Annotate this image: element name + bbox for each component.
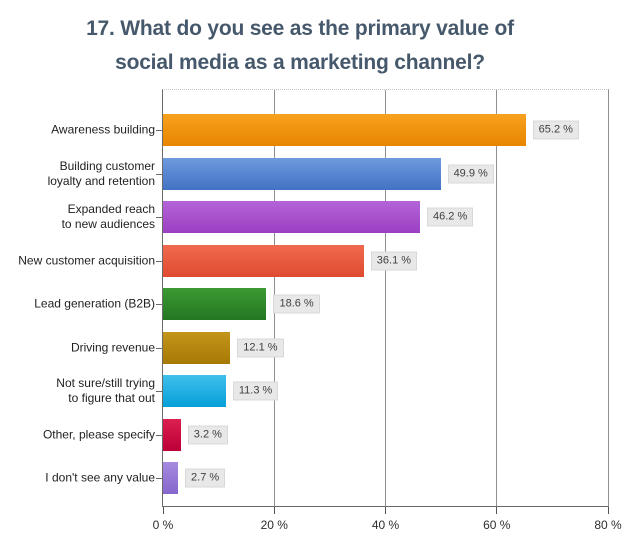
bar-row: New customer acquisition 36.1 % — [18, 244, 608, 277]
category-tick-mark — [156, 434, 163, 436]
x-axis-tick-label: 80 % — [594, 518, 622, 532]
value-label: 11.3 % — [232, 381, 279, 401]
category-tick-mark — [156, 173, 163, 175]
x-axis-tick-mark — [385, 507, 386, 514]
plot-area: 0 % 20 % 40 % 60 % 80 % Awareness building 6… — [18, 89, 622, 532]
bar — [163, 201, 420, 234]
bar — [163, 157, 441, 190]
category-tick-mark — [156, 478, 163, 480]
bar-row: Expanded reach to new audiences 46.2 % — [62, 201, 608, 234]
category-label: Building customer loyalty and retention — [47, 158, 155, 188]
value-label: 18.6 % — [273, 294, 320, 314]
category-tick-mark — [156, 130, 163, 131]
gridline — [385, 90, 386, 506]
x-axis-tick-label: 40 % — [371, 518, 400, 532]
category-tick-mark — [156, 391, 163, 393]
bar-row: Building customer loyalty and retention … — [48, 157, 608, 190]
bar-row: Other, please specify 3.2 % — [43, 418, 608, 451]
value-label: 3.2 % — [187, 425, 228, 445]
gridline — [496, 90, 498, 506]
x-axis-tick-mark — [273, 507, 275, 514]
bar — [163, 331, 231, 364]
category-tick-mark — [156, 260, 163, 262]
category-label: Lead generation (B2B) — [34, 296, 155, 311]
category-label: Not sure/still trying to figure that out — [56, 376, 155, 406]
category-label: Awareness building — [51, 122, 155, 137]
x-axis-tick-label: 0 % — [152, 518, 174, 532]
bar-row: Not sure/still trying to figure that out… — [56, 375, 608, 408]
bar-row: I don't see any value 2.7 % — [45, 462, 608, 495]
bar-row: Lead generation (B2B) 18.6 % — [34, 288, 608, 321]
value-label: 36.1 % — [370, 251, 418, 271]
value-label: 2.7 % — [185, 468, 226, 488]
bar-row: Awareness building 65.2 % — [51, 114, 608, 146]
bar — [163, 375, 226, 408]
chart-title-line1: 17. What do you see as the primary value… — [86, 17, 514, 40]
x-axis-tick-mark — [496, 507, 498, 514]
category-label: Other, please specify — [42, 427, 155, 442]
category-tick-mark — [156, 217, 163, 219]
bar — [163, 288, 267, 321]
bar — [163, 418, 181, 451]
chart-title-line2: social media as a marketing channel? — [115, 51, 485, 74]
category-tick-mark — [156, 347, 163, 349]
category-tick-mark — [156, 304, 163, 306]
bar — [163, 114, 526, 146]
x-axis-tick-mark — [162, 507, 164, 514]
x-axis-tick-label: 20 % — [260, 518, 288, 532]
category-label: I don't see any value — [45, 470, 155, 485]
category-label: Driving revenue — [70, 340, 155, 355]
x-axis-tick-label: 60 % — [483, 518, 511, 532]
x-axis-tick-mark — [607, 507, 609, 514]
value-label: 65.2 % — [532, 120, 579, 140]
bar — [163, 462, 179, 495]
value-label: 46.2 % — [426, 207, 474, 227]
bar — [163, 244, 364, 277]
category-label: New customer acquisition — [18, 253, 155, 268]
value-label: 12.1 % — [237, 338, 284, 358]
value-label: 49.9 % — [447, 164, 494, 184]
chart-title: 17. What do you see as the primary value… — [0, 12, 600, 80]
bar-row: Driving revenue 12.1 % — [71, 331, 608, 364]
category-label: Expanded reach to new audiences — [61, 202, 155, 232]
